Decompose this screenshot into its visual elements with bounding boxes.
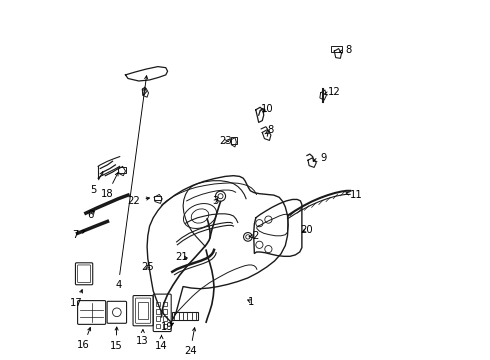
Text: 6: 6 [88,210,94,220]
Text: 21: 21 [175,252,188,262]
Bar [154,196,162,200]
Bar [156,316,160,321]
Text: 20: 20 [300,225,313,235]
Text: 10: 10 [261,104,273,114]
Bar [163,309,167,314]
Bar [156,302,160,306]
Text: 8: 8 [340,45,352,55]
Text: 25: 25 [142,262,154,272]
Text: 12: 12 [324,87,341,97]
Text: 13: 13 [136,330,148,346]
Text: 24: 24 [184,328,196,356]
Text: 16: 16 [77,328,91,350]
Text: 9: 9 [314,153,327,163]
Bar [163,316,167,321]
Text: 18: 18 [101,172,118,199]
Text: 8: 8 [265,125,274,135]
Bar [172,312,198,320]
Bar [139,302,148,319]
Bar [231,137,237,144]
Bar [118,167,126,173]
Text: 17: 17 [70,290,83,308]
Text: 11: 11 [346,190,362,200]
Bar [156,324,160,328]
Text: 15: 15 [110,327,122,351]
Text: 3: 3 [212,196,219,206]
Text: 23: 23 [219,136,231,146]
Text: 1: 1 [248,297,255,307]
Text: 2: 2 [249,231,258,241]
Text: 19: 19 [161,322,174,332]
Text: 7: 7 [72,230,85,240]
Bar [331,46,342,52]
Text: 5: 5 [90,172,103,195]
Text: 14: 14 [155,336,168,351]
Bar [163,324,167,328]
Bar [156,309,160,314]
Text: 22: 22 [128,196,149,206]
Bar [163,302,167,306]
Text: 4: 4 [115,76,147,290]
